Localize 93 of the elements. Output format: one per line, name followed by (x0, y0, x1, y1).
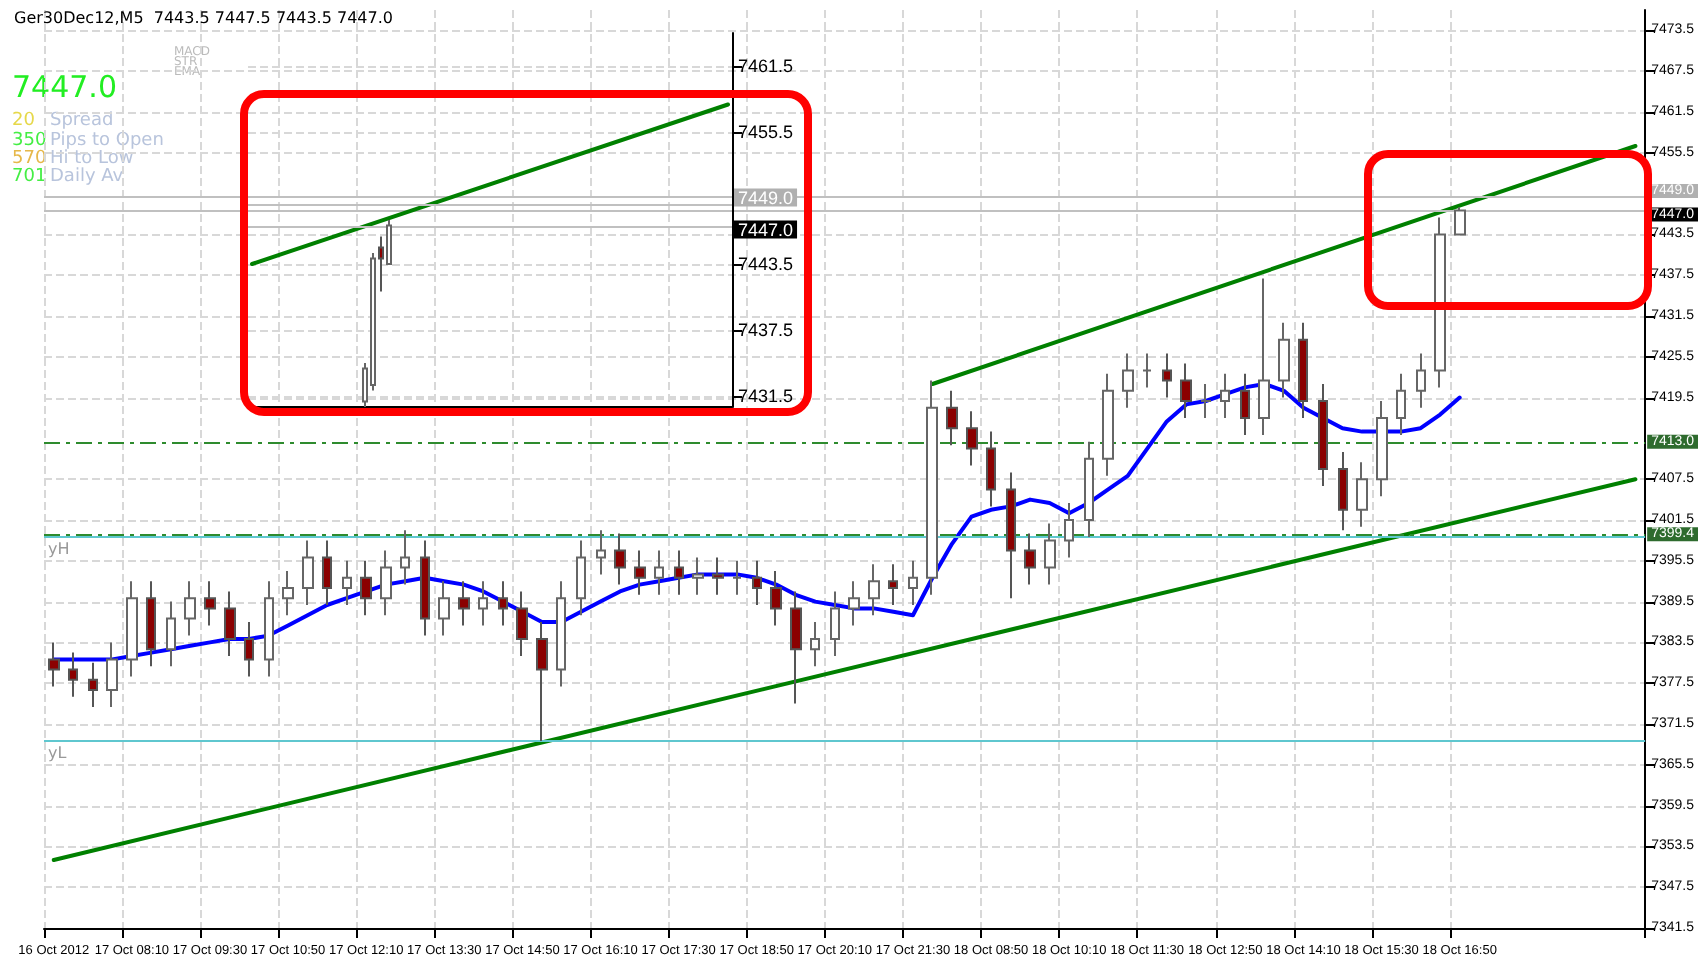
candlestick (106, 641, 118, 708)
candlestick (322, 539, 332, 606)
ref-line-label: 7447.0 (738, 219, 794, 240)
ref-line-label: yH (48, 540, 70, 558)
candlestick (342, 559, 352, 606)
candlestick (282, 570, 294, 617)
candlestick (204, 580, 216, 627)
candlestick (1162, 352, 1172, 399)
candlestick (1356, 461, 1368, 528)
candlestick (244, 621, 254, 678)
candlestick (634, 549, 646, 596)
candlestick (146, 580, 156, 668)
y-tick-label: 7443.5 (738, 254, 794, 274)
candlestick (1024, 532, 1036, 586)
candlestick (596, 529, 606, 576)
annotation: 701 (12, 167, 47, 187)
candlestick (478, 580, 488, 627)
candlestick (1220, 372, 1230, 419)
candlestick (888, 563, 898, 606)
candlestick (926, 379, 938, 596)
candlestick (166, 600, 176, 668)
chart-title: Ger30Dec12,M5 7443.5 7447.5 7443.5 7447.0 (14, 9, 393, 27)
ref-line-label: 7449.0 (738, 187, 794, 208)
candlestick (1006, 471, 1016, 600)
candlestick (184, 580, 196, 637)
candlestick (420, 539, 430, 637)
candlestick (790, 590, 802, 705)
candlestick (908, 559, 918, 606)
candlestick (458, 580, 470, 627)
text: 20 (12, 111, 36, 131)
annotation: Spread (50, 111, 114, 131)
candlestick (556, 580, 566, 688)
candlestick (1142, 352, 1152, 389)
candlestick (380, 549, 392, 617)
ref-line-label: yL (48, 744, 68, 762)
candlestick (386, 219, 392, 265)
candlestick (1200, 383, 1212, 419)
annotation: 7447.0 (12, 69, 117, 105)
candlestick (400, 529, 410, 586)
candlestick (1278, 321, 1290, 399)
candlestick (674, 549, 684, 596)
candlestick (1416, 352, 1426, 409)
candlestick (614, 532, 626, 586)
line-series (51, 382, 1462, 662)
candlestick (126, 580, 138, 678)
candlestick (692, 556, 704, 596)
candlestick (986, 430, 996, 508)
candlestick (1298, 321, 1308, 419)
candlestick (1318, 383, 1328, 487)
candlestick (810, 621, 820, 668)
y-tick-label: 7461.5 (738, 56, 794, 76)
candlestick (830, 590, 840, 657)
y-tick-label: 7431.5 (738, 386, 794, 406)
candlestick (302, 539, 314, 606)
candlestick (712, 556, 724, 596)
candlestick (1396, 372, 1406, 436)
candlestick (966, 410, 978, 467)
candlestick (1434, 216, 1446, 389)
candlestick (264, 580, 274, 678)
candlestick (732, 559, 742, 596)
candlestick (1122, 352, 1134, 409)
candlestick (1044, 522, 1056, 586)
candlestick (1376, 400, 1388, 498)
candlestick (1258, 277, 1270, 436)
candlestick (1064, 502, 1074, 559)
candlestick (1240, 372, 1250, 436)
candlestick (48, 641, 60, 688)
candlestick (1454, 206, 1466, 236)
candlestick (360, 559, 372, 617)
candlestick (1338, 451, 1348, 532)
candlestick (224, 590, 236, 657)
y-tick-label: 7437.5 (738, 320, 794, 340)
candlestick (868, 563, 880, 617)
annotation: 350 (12, 131, 47, 151)
annotation: Pips to Open (50, 131, 164, 151)
candlestick (536, 621, 548, 742)
candlestick (438, 580, 450, 637)
candlestick (1084, 440, 1094, 538)
candlestick (848, 580, 860, 627)
candlestick (946, 389, 958, 447)
candlestick (516, 590, 528, 657)
candlestick (752, 559, 762, 606)
candlestick (68, 651, 78, 698)
candlestick (770, 570, 782, 627)
annotation: Daily Av (50, 167, 125, 187)
candlestick (1180, 362, 1192, 419)
candlestick (378, 235, 384, 293)
candlestick (576, 539, 586, 617)
candlestick (498, 580, 508, 627)
candlestick (88, 661, 98, 708)
candlestick (1102, 372, 1114, 477)
y-tick-label: 7455.5 (738, 122, 794, 142)
candlestick (654, 549, 664, 596)
